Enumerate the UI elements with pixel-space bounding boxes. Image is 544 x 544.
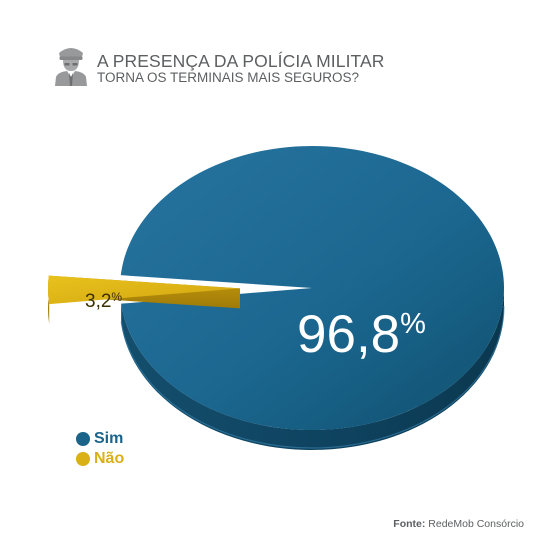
chart-title: A PRESENÇA DA POLÍCIA MILITAR — [97, 51, 385, 71]
legend-item-nao: Não — [76, 449, 124, 469]
data-label-nao: 3,2% — [85, 290, 122, 312]
pie-slice-sim — [120, 146, 505, 451]
chart-legend: Sim Não — [76, 429, 124, 469]
chart-header: A PRESENÇA DA POLÍCIA MILITAR TORNA OS T… — [54, 44, 514, 88]
legend-label-nao: Não — [94, 450, 125, 467]
source-text: RedeMob Consórcio — [428, 518, 524, 530]
chart-subtitle: TORNA OS TERMINAIS MAIS SEGUROS? — [97, 70, 360, 85]
pie-slice-nao — [48, 275, 241, 325]
legend-item-sim: Sim — [76, 429, 124, 449]
legend-swatch-nao — [76, 452, 90, 466]
police-officer-icon — [55, 48, 87, 86]
source-note: Fonte: RedeMob Consórcio — [393, 518, 524, 530]
legend-swatch-sim — [76, 432, 90, 446]
data-label-sim: 96,8% — [297, 305, 426, 364]
legend-label-sim: Sim — [94, 430, 124, 447]
source-prefix: Fonte: — [393, 518, 426, 530]
